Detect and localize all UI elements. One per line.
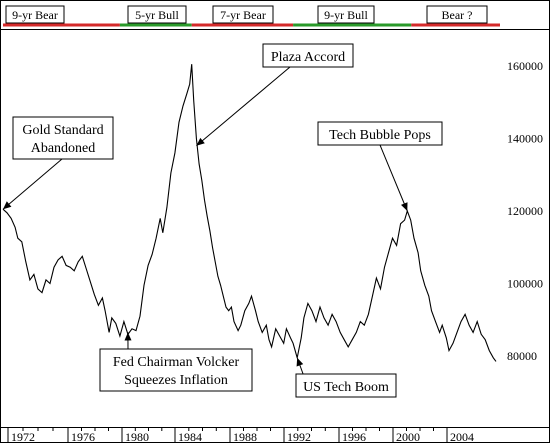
annotation-text-gold-1: Gold Standard (22, 123, 103, 138)
era-bar: 9-yr Bear 5-yr Bull 7-yr Bear 9-yr Bull Bear… (3, 5, 500, 27)
y-tick-label-100000: 100000 (507, 277, 543, 291)
annotation-arrowhead-plaza (196, 137, 205, 146)
annotation-text-boom-1: US Tech Boom (303, 380, 389, 395)
annotation-arrowhead-boom (296, 357, 304, 367)
annotation-text-plaza-1: Plaza Accord (271, 50, 345, 65)
era-label-1: 9-yr Bear (12, 8, 58, 22)
series-line (2, 64, 497, 362)
annotation-arrow-plaza (196, 66, 291, 147)
annotation-text-volcker-2: Squeezes Inflation (124, 373, 228, 388)
era-label-3: 7-yr Bear (220, 8, 266, 22)
x-tick-label-1976: 1976 (71, 430, 95, 443)
y-tick-label-140000: 140000 (507, 132, 543, 146)
annotation-text-gold-2: Abandoned (31, 141, 96, 156)
annotation-arrowhead-gold (3, 201, 12, 210)
annotation-text-volcker-1: Fed Chairman Volcker (113, 355, 240, 370)
x-tick-label-2000: 2000 (396, 430, 420, 443)
x-axis: 1972 1976 1980 1984 1988 1992 1996 2000 2004 (7, 427, 474, 443)
y-tick-label-80000: 80000 (507, 349, 537, 363)
y-tick-label-160000: 160000 (507, 59, 543, 73)
y-axis: 80000 100000 120000 140000 160000 (507, 59, 543, 363)
era-label-box-5 (426, 5, 488, 24)
x-tick-label-1988: 1988 (233, 430, 257, 443)
era-label-box-1 (5, 5, 65, 24)
annotation-arrowhead-volcker (124, 332, 132, 341)
x-tick-label-1980: 1980 (125, 430, 149, 443)
annotation-arrow-gold (2, 158, 63, 210)
annotation-arrowhead-bubble (401, 202, 408, 211)
era-label-2: 5-yr Bull (135, 8, 179, 22)
annotation-arrow-bubble (379, 144, 408, 212)
x-tick-label-1992: 1992 (287, 430, 311, 443)
x-tick-label-2004: 2004 (450, 430, 474, 443)
x-tick-label-1984: 1984 (178, 430, 202, 443)
annotation-box-boom (295, 373, 397, 398)
annotation-box-volcker (99, 348, 253, 392)
y-tick-label-120000: 120000 (507, 204, 543, 218)
annotation-box-gold (12, 116, 114, 160)
annotation-box-plaza (262, 43, 354, 68)
x-tick-label-1996: 1996 (342, 430, 366, 443)
era-label-5: Bear ? (442, 8, 473, 22)
era-label-box-3 (212, 5, 274, 24)
annotation-box-bubble (317, 121, 443, 146)
annotation-text-bubble-1: Tech Bubble Pops (329, 128, 431, 143)
era-label-4: 9-yr Bull (324, 8, 368, 22)
era-label-box-2 (127, 5, 187, 24)
annotations: Gold Standard Abandoned Plaza Accord Fed Ch… (12, 43, 443, 398)
era-label-box-4 (317, 5, 375, 24)
x-tick-label-1972: 1972 (11, 430, 35, 443)
annotation-arrows (2, 66, 408, 383)
